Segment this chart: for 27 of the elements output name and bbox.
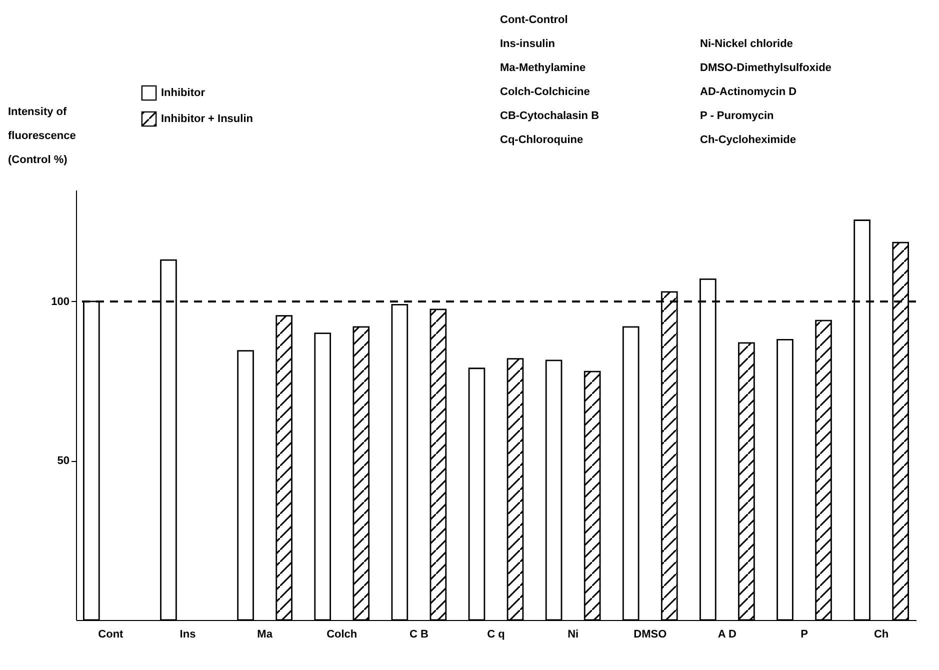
x-tick-label: C q [487,628,505,640]
x-tick-label: Cont [98,628,124,640]
x-tick-label: C B [409,628,428,640]
text: Cont-Control [500,14,569,28]
y-tick-label: 50 [57,455,70,468]
legend-label: Inhibitor + Insulin [161,113,254,125]
text: Ch-Cycloheximide [700,134,797,148]
y-axis-title: Intensity of fluorescence (Control %) [8,105,77,168]
x-tick-label: P [800,628,808,640]
legend-label: Inhibitor [161,87,206,99]
x-tick-label: Ins [180,628,196,640]
x-tick-label: Ch [874,628,889,640]
x-tick-label: Colch [326,628,358,640]
text: Ma-Methylamine [500,62,587,76]
text: AD-Actinomycin D [700,86,798,100]
text: CB-Cytochalasin B [500,110,600,124]
text: P - Puromycin [700,110,775,124]
text: Ni-Nickel chloride [700,38,794,52]
x-tick-label: DMSO [634,628,668,640]
y-tick-label: 100 [51,296,70,308]
x-tick-label: Ma [257,628,274,640]
text: Colch-Colchicine [500,86,591,100]
x-tick-label: Ni [568,628,579,640]
text: DMSO-Dimethylsulfoxide [700,62,832,76]
text: Ins-insulin [500,38,556,52]
x-tick-label: A D [718,628,737,640]
text: Cq-Chloroquine [500,134,584,148]
